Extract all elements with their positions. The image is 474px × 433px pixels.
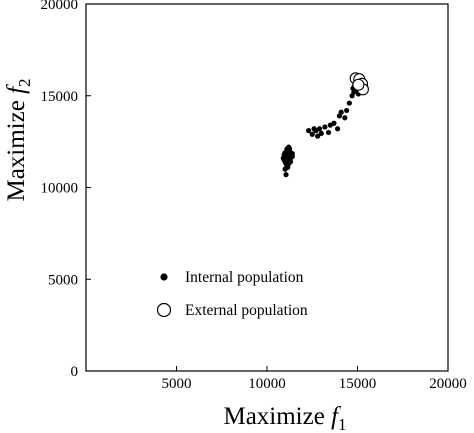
x-axis-label-text: Maximize bbox=[223, 403, 331, 430]
y-tick-label: 15000 bbox=[41, 89, 79, 105]
y-axis-label: Maximize f2 bbox=[3, 78, 34, 201]
data-point-internal bbox=[311, 126, 317, 132]
x-axis-label-sub: 1 bbox=[338, 415, 347, 433]
data-point-internal bbox=[346, 100, 352, 106]
data-point-internal bbox=[315, 133, 321, 139]
series-internal bbox=[280, 77, 363, 178]
data-point-internal bbox=[283, 161, 289, 167]
legend: Internal population External population bbox=[156, 269, 308, 319]
x-axis-label: Maximize f1 bbox=[223, 403, 346, 433]
data-point-internal bbox=[306, 128, 312, 134]
legend-marker-external bbox=[156, 302, 172, 318]
data-point-internal bbox=[334, 126, 341, 132]
data-point-internal bbox=[283, 172, 289, 178]
legend-marker-internal bbox=[160, 273, 168, 281]
y-axis-label-sub: 2 bbox=[15, 78, 34, 87]
data-point-internal bbox=[289, 150, 295, 157]
y-axis-label-text: Maximize bbox=[3, 94, 30, 202]
y-axis-ticks: 0 5000 10000 15000 20000 bbox=[41, 0, 91, 380]
x-axis-ticks: 5000 10000 15000 20000 bbox=[162, 366, 467, 392]
x-tick-label: 15000 bbox=[339, 376, 377, 392]
data-point-internal bbox=[287, 159, 294, 165]
x-tick-label: 10000 bbox=[248, 376, 286, 392]
x-axis-label-var: f bbox=[331, 403, 341, 430]
data-point-internal bbox=[344, 107, 350, 114]
data-point-internal bbox=[318, 130, 324, 136]
data-point-external bbox=[352, 78, 365, 91]
data-point-internal bbox=[342, 115, 348, 121]
series-external bbox=[349, 72, 369, 96]
data-point-internal bbox=[331, 120, 337, 126]
data-point-internal bbox=[338, 109, 344, 115]
x-tick-label: 20000 bbox=[429, 376, 467, 392]
data-point-internal bbox=[316, 126, 323, 132]
y-axis-label-var: f bbox=[3, 84, 30, 94]
legend-label-external: External population bbox=[185, 302, 308, 319]
data-point-internal bbox=[325, 129, 332, 136]
y-tick-label: 5000 bbox=[48, 272, 78, 288]
x-tick-label: 5000 bbox=[162, 376, 192, 392]
y-tick-label: 0 bbox=[71, 364, 79, 380]
y-tick-label: 20000 bbox=[41, 0, 79, 13]
data-point-internal bbox=[309, 131, 315, 137]
data-point-internal bbox=[322, 124, 328, 130]
y-tick-label: 10000 bbox=[41, 181, 79, 197]
legend-label-internal: Internal population bbox=[185, 269, 304, 286]
data-points bbox=[280, 72, 369, 178]
